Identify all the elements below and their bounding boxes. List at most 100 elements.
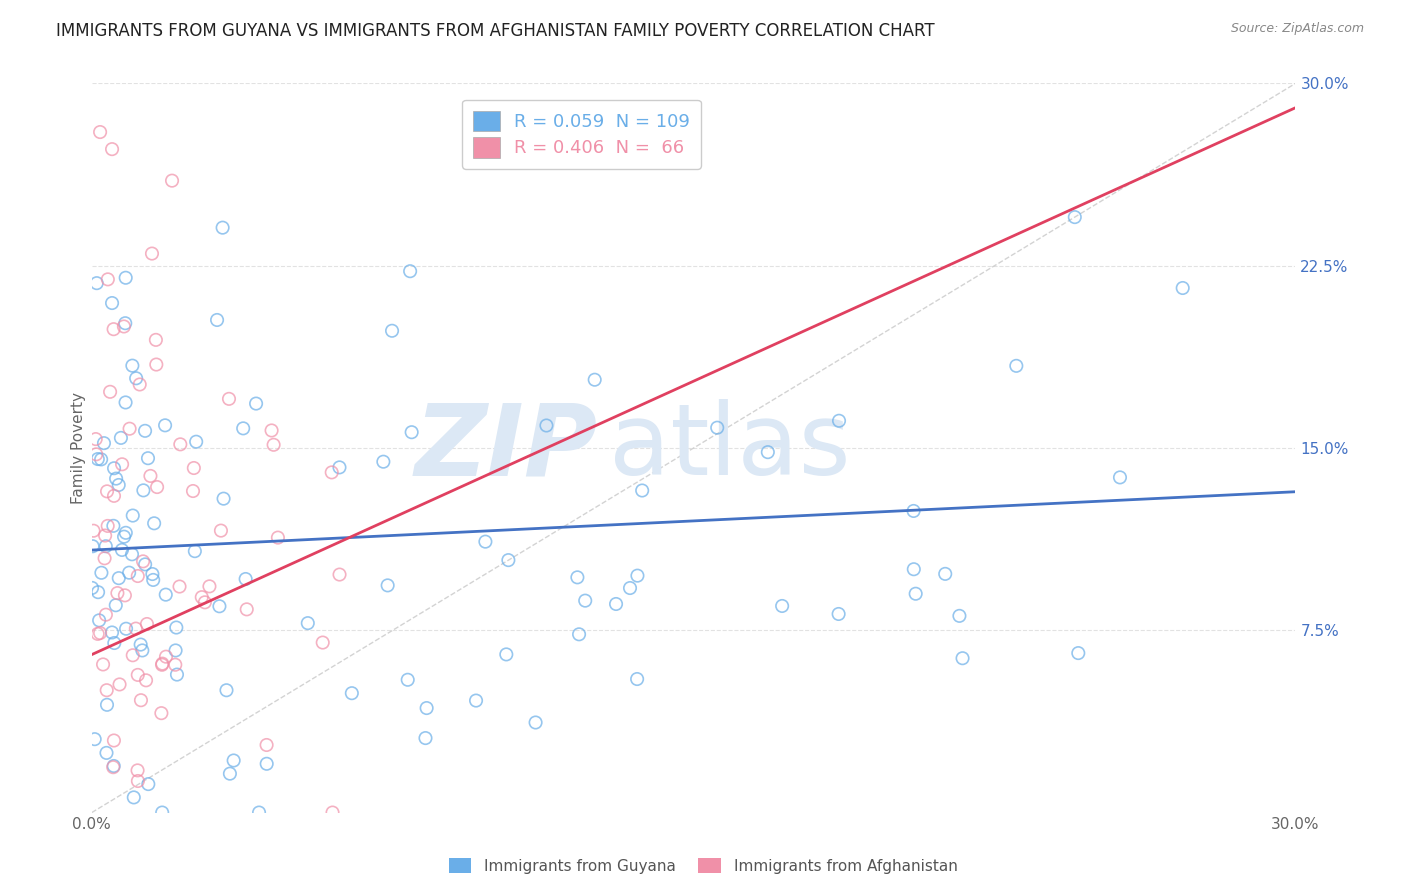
Point	[86, 627, 108, 641]
Point	[903, 562, 925, 576]
Point	[107, 586, 129, 600]
Point	[103, 519, 125, 533]
Point	[495, 648, 517, 662]
Point	[232, 421, 254, 435]
Point	[399, 264, 422, 278]
Point	[626, 568, 648, 582]
Point	[103, 461, 125, 475]
Point	[756, 445, 779, 459]
Point	[165, 657, 187, 672]
Text: atlas: atlas	[609, 400, 851, 497]
Point	[136, 777, 159, 791]
Point	[169, 437, 191, 451]
Point	[93, 551, 115, 566]
Point	[114, 588, 136, 602]
Point	[145, 358, 167, 372]
Point	[218, 392, 240, 406]
Point	[150, 706, 173, 721]
Point	[194, 595, 217, 609]
Point	[104, 599, 127, 613]
Point	[934, 566, 956, 581]
Point	[155, 649, 177, 664]
Point	[1063, 210, 1085, 224]
Point	[267, 531, 290, 545]
Point	[84, 447, 107, 461]
Point	[127, 569, 149, 583]
Text: ZIP: ZIP	[415, 400, 598, 497]
Point	[103, 760, 125, 774]
Point	[96, 484, 118, 499]
Point	[256, 738, 278, 752]
Point	[115, 622, 138, 636]
Point	[129, 693, 152, 707]
Point	[121, 547, 143, 561]
Point	[114, 316, 136, 330]
Point	[128, 377, 150, 392]
Point	[101, 296, 124, 310]
Point	[127, 764, 149, 778]
Point	[165, 643, 187, 657]
Point	[101, 625, 124, 640]
Point	[211, 220, 233, 235]
Point	[198, 579, 221, 593]
Point	[415, 701, 437, 715]
Point	[191, 590, 214, 604]
Point	[235, 572, 257, 586]
Point	[536, 418, 558, 433]
Point	[153, 418, 176, 433]
Point	[90, 566, 112, 580]
Point	[121, 508, 143, 523]
Point	[474, 534, 496, 549]
Point	[260, 424, 283, 438]
Point	[706, 420, 728, 434]
Point	[322, 805, 344, 820]
Point	[136, 451, 159, 466]
Point	[90, 452, 112, 467]
Point	[134, 424, 156, 438]
Point	[208, 599, 231, 614]
Point	[146, 480, 169, 494]
Point	[103, 322, 125, 336]
Point	[103, 733, 125, 747]
Point	[93, 436, 115, 450]
Point	[186, 434, 208, 449]
Point	[125, 622, 148, 636]
Point	[1171, 281, 1194, 295]
Point	[108, 677, 131, 691]
Point	[256, 756, 278, 771]
Point	[87, 452, 110, 467]
Point	[209, 524, 232, 538]
Point	[312, 635, 335, 649]
Point	[574, 593, 596, 607]
Point	[160, 174, 183, 188]
Point	[498, 553, 520, 567]
Point	[132, 554, 155, 568]
Point	[212, 491, 235, 506]
Point	[89, 626, 111, 640]
Point	[321, 466, 343, 480]
Text: Source: ZipAtlas.com: Source: ZipAtlas.com	[1230, 22, 1364, 36]
Point	[94, 607, 117, 622]
Point	[82, 539, 104, 553]
Point	[114, 525, 136, 540]
Point	[141, 567, 163, 582]
Point	[205, 313, 228, 327]
Point	[328, 460, 350, 475]
Point	[97, 272, 120, 286]
Point	[135, 673, 157, 688]
Point	[118, 566, 141, 580]
Point	[215, 683, 238, 698]
Point	[222, 754, 245, 768]
Point	[235, 602, 257, 616]
Point	[245, 396, 267, 410]
Point	[82, 524, 104, 538]
Point	[89, 125, 111, 139]
Point	[401, 425, 423, 440]
Point	[112, 319, 135, 334]
Point	[770, 599, 793, 613]
Point	[150, 657, 173, 672]
Point	[373, 455, 395, 469]
Point	[828, 414, 851, 428]
Point	[142, 573, 165, 587]
Point	[94, 528, 117, 542]
